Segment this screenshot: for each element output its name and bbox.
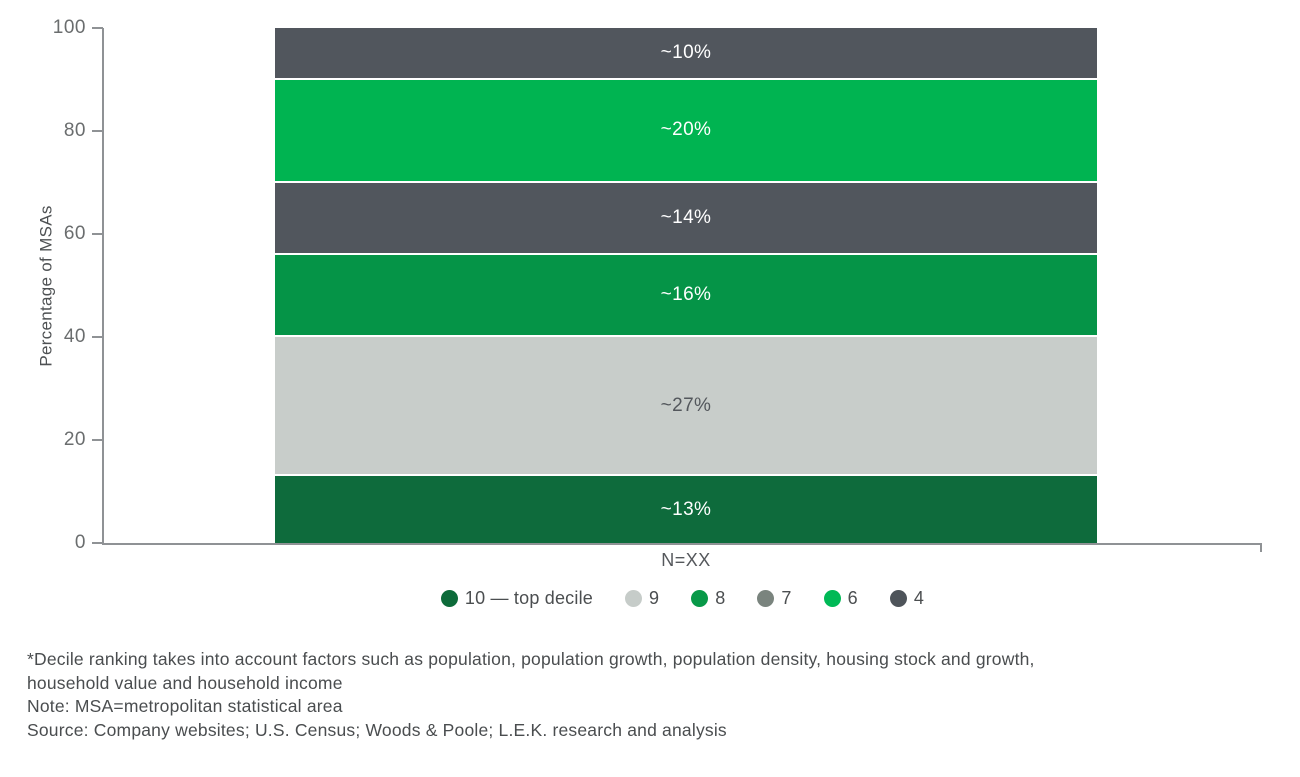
legend-item-decile-4: 4 bbox=[889, 588, 925, 609]
legend-dot-icon bbox=[889, 590, 907, 607]
y-tick-label: 0 bbox=[74, 532, 86, 553]
y-axis-line bbox=[102, 28, 104, 545]
y-tick-label: 100 bbox=[52, 17, 86, 38]
y-tick-label: 20 bbox=[63, 429, 86, 450]
y-tick-label: 60 bbox=[63, 223, 86, 244]
y-tick-label: 80 bbox=[63, 120, 86, 141]
x-axis-end-tick bbox=[1260, 543, 1262, 552]
legend-item-decile-7: 7 bbox=[757, 588, 791, 609]
bar-segment-label: ~14% bbox=[660, 206, 712, 228]
bar-segment-decile-7: ~14% bbox=[275, 182, 1097, 255]
legend-item-decile-6: 6 bbox=[823, 588, 858, 609]
y-tick-label: 40 bbox=[63, 326, 86, 347]
x-category-label: N=XX bbox=[661, 550, 711, 570]
bar-segment-label: ~13% bbox=[660, 498, 712, 520]
y-tick-mark bbox=[92, 439, 103, 441]
bar-segment-decile-4: ~10% bbox=[275, 28, 1097, 80]
legend-item-decile-9: 9 bbox=[624, 588, 660, 609]
bar-segment-decile-9: ~27% bbox=[275, 336, 1097, 477]
x-axis-line bbox=[102, 543, 1262, 545]
footnote-line: household value and household income bbox=[27, 672, 343, 693]
legend-dot-icon bbox=[757, 590, 775, 607]
legend-item-decile-10: 10 — top decile bbox=[440, 588, 593, 609]
bar-segment-decile-6: ~20% bbox=[275, 79, 1097, 183]
bar-segment-label: ~10% bbox=[660, 41, 712, 63]
bar-segment-decile-10: ~13% bbox=[275, 476, 1097, 543]
legend-label: 6 bbox=[847, 588, 858, 608]
y-tick-mark bbox=[92, 27, 103, 29]
legend-dot-icon bbox=[440, 590, 458, 607]
y-tick-mark bbox=[92, 542, 103, 544]
legend-dot-icon bbox=[624, 590, 642, 607]
legend-dot-icon bbox=[823, 590, 841, 607]
stacked-bar: ~10% ~20% ~14% ~16% ~27% ~13% bbox=[275, 28, 1097, 543]
legend-label: 8 bbox=[715, 588, 726, 608]
bar-segment-decile-8: ~16% bbox=[275, 254, 1097, 337]
y-tick-mark bbox=[92, 336, 103, 338]
footnote-line: Source: Company websites; U.S. Census; W… bbox=[27, 719, 727, 740]
y-tick-mark bbox=[92, 233, 103, 235]
footnote-line: Note: MSA=metropolitan statistical area bbox=[27, 696, 343, 716]
footnotes: *Decile ranking takes into account facto… bbox=[27, 648, 1287, 742]
legend-label: 7 bbox=[781, 588, 792, 608]
bar-segment-label: ~27% bbox=[660, 394, 712, 416]
bar-segment-label: ~16% bbox=[660, 283, 712, 305]
footnote-line: *Decile ranking takes into account facto… bbox=[27, 649, 1035, 669]
y-axis-title: Percentage of MSAs bbox=[36, 204, 55, 367]
legend-label: 9 bbox=[648, 588, 660, 608]
legend: 10 — top decile 9 8 7 6 4 bbox=[103, 588, 1262, 609]
legend-item-decile-8: 8 bbox=[691, 588, 725, 609]
legend-label: 4 bbox=[913, 588, 925, 608]
legend-label: 10 — top decile bbox=[464, 588, 593, 608]
y-tick-mark bbox=[92, 130, 103, 132]
legend-dot-icon bbox=[691, 590, 709, 607]
bar-segment-label: ~20% bbox=[660, 119, 712, 140]
